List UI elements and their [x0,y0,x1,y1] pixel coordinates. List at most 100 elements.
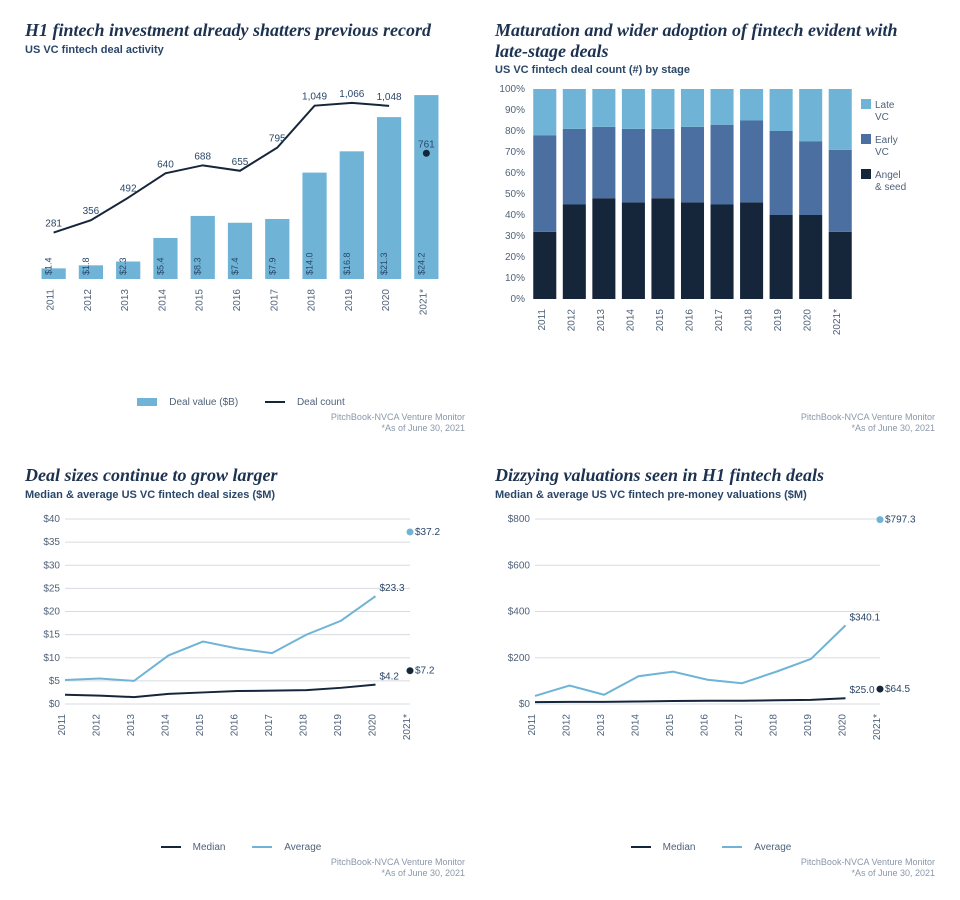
svg-text:2016: 2016 [700,713,711,736]
footnote-source: PitchBook-NVCA Venture Monitor [801,412,935,422]
footnote-asof: *As of June 30, 2021 [851,868,935,878]
chart1-legend: Deal value ($B) Deal count [25,397,465,408]
svg-text:$25.0: $25.0 [850,685,875,696]
svg-text:$16.8: $16.8 [342,252,352,275]
svg-text:$40: $40 [43,514,60,525]
svg-text:$64.5: $64.5 [885,684,910,695]
svg-text:50%: 50% [505,189,525,200]
svg-text:VC: VC [875,147,889,158]
footnote-source: PitchBook-NVCA Venture Monitor [331,412,465,422]
svg-text:2016: 2016 [230,713,241,736]
svg-text:Angel: Angel [875,170,901,181]
svg-text:60%: 60% [505,168,525,179]
svg-text:2011: 2011 [57,713,68,735]
chart4-title: Dizzying valuations seen in H1 fintech d… [495,465,935,486]
svg-text:$5.4: $5.4 [155,257,165,275]
svg-text:655: 655 [232,156,249,167]
svg-text:2012: 2012 [562,713,573,736]
svg-text:Early: Early [875,135,898,146]
svg-text:2018: 2018 [307,288,318,311]
svg-text:2015: 2015 [665,713,676,736]
svg-text:$340.1: $340.1 [850,612,881,623]
svg-text:$35: $35 [43,537,60,548]
svg-text:2018: 2018 [769,713,780,736]
svg-text:90%: 90% [505,105,525,116]
svg-text:$7.2: $7.2 [415,665,435,676]
chart3-footnote: PitchBook-NVCA Venture Monitor *As of Ju… [25,857,465,880]
svg-text:356: 356 [83,206,100,217]
svg-text:$800: $800 [508,514,531,525]
svg-text:$37.2: $37.2 [415,527,440,538]
svg-text:$0: $0 [49,699,61,710]
svg-text:2019: 2019 [803,713,814,736]
svg-text:$14.0: $14.0 [305,252,315,275]
chart4-footnote: PitchBook-NVCA Venture Monitor *As of Ju… [495,857,935,880]
chart2-plot: 0%10%20%30%40%50%60%70%80%90%100%2011201… [495,84,935,407]
svg-text:2021*: 2021* [418,289,429,315]
svg-text:688: 688 [194,151,211,162]
svg-text:$7.4: $7.4 [230,257,240,275]
legend-bar-label: Deal value ($B) [169,397,238,408]
dashboard-grid: H1 fintech investment already shatters p… [25,20,935,880]
svg-text:2018: 2018 [744,309,755,332]
svg-text:2014: 2014 [631,713,642,736]
footnote-source: PitchBook-NVCA Venture Monitor [331,857,465,867]
svg-text:2013: 2013 [126,713,137,736]
panel-valuations: Dizzying valuations seen in H1 fintech d… [495,465,935,880]
chart3-title: Deal sizes continue to grow larger [25,465,465,486]
legend-median-label: Median [193,842,226,853]
svg-text:2014: 2014 [157,288,168,311]
svg-text:1,049: 1,049 [302,91,327,102]
svg-text:$25: $25 [43,583,60,594]
svg-text:2013: 2013 [596,309,607,332]
svg-text:2020: 2020 [381,288,392,311]
chart4-plot: $0$200$400$600$8002011201220132014201520… [495,509,935,838]
legend-line-label: Deal count [297,397,345,408]
svg-text:$0: $0 [519,699,531,710]
svg-text:761: 761 [418,139,435,150]
svg-text:$15: $15 [43,629,60,640]
chart2-footnote: PitchBook-NVCA Venture Monitor *As of Ju… [495,412,935,435]
svg-text:2021*: 2021* [872,714,883,740]
svg-text:2016: 2016 [685,309,696,332]
svg-text:$400: $400 [508,606,531,617]
panel-deal-activity: H1 fintech investment already shatters p… [25,20,465,435]
svg-text:2014: 2014 [161,713,172,736]
svg-text:2011: 2011 [537,309,548,331]
svg-text:2021*: 2021* [832,309,843,335]
svg-text:2015: 2015 [195,288,206,311]
svg-text:$10: $10 [43,652,60,663]
svg-text:$4.2: $4.2 [380,671,400,682]
svg-text:2021*: 2021* [402,714,413,740]
svg-text:$23.3: $23.3 [380,583,405,594]
svg-text:2017: 2017 [269,288,280,311]
chart1-title: H1 fintech investment already shatters p… [25,20,465,41]
svg-text:& seed: & seed [875,182,906,193]
svg-text:$7.9: $7.9 [267,257,277,275]
svg-text:$20: $20 [43,606,60,617]
svg-text:2011: 2011 [46,288,57,310]
svg-text:80%: 80% [505,126,525,137]
legend-average-label: Average [284,842,321,853]
footnote-asof: *As of June 30, 2021 [851,423,935,433]
svg-text:40%: 40% [505,210,525,221]
panel-stage-breakdown: Maturation and wider adoption of fintech… [495,20,935,435]
chart2-title: Maturation and wider adoption of fintech… [495,20,935,61]
chart4-legend: Median Average [495,842,935,853]
legend-average-label: Average [754,842,791,853]
svg-text:$21.3: $21.3 [379,252,389,275]
svg-text:Late: Late [875,100,895,111]
svg-text:281: 281 [45,218,62,229]
chart2-subtitle: US VC fintech deal count (#) by stage [495,64,935,76]
svg-text:VC: VC [875,112,889,123]
svg-text:10%: 10% [505,273,525,284]
chart4-subtitle: Median & average US VC fintech pre-money… [495,489,935,501]
svg-text:640: 640 [157,159,174,170]
svg-text:2019: 2019 [773,309,784,332]
svg-text:$5: $5 [49,676,61,687]
svg-text:$1.8: $1.8 [81,257,91,275]
svg-text:$1.4: $1.4 [44,257,54,275]
svg-text:2019: 2019 [344,288,355,311]
svg-text:$8.3: $8.3 [193,257,203,275]
svg-text:2020: 2020 [368,713,379,736]
